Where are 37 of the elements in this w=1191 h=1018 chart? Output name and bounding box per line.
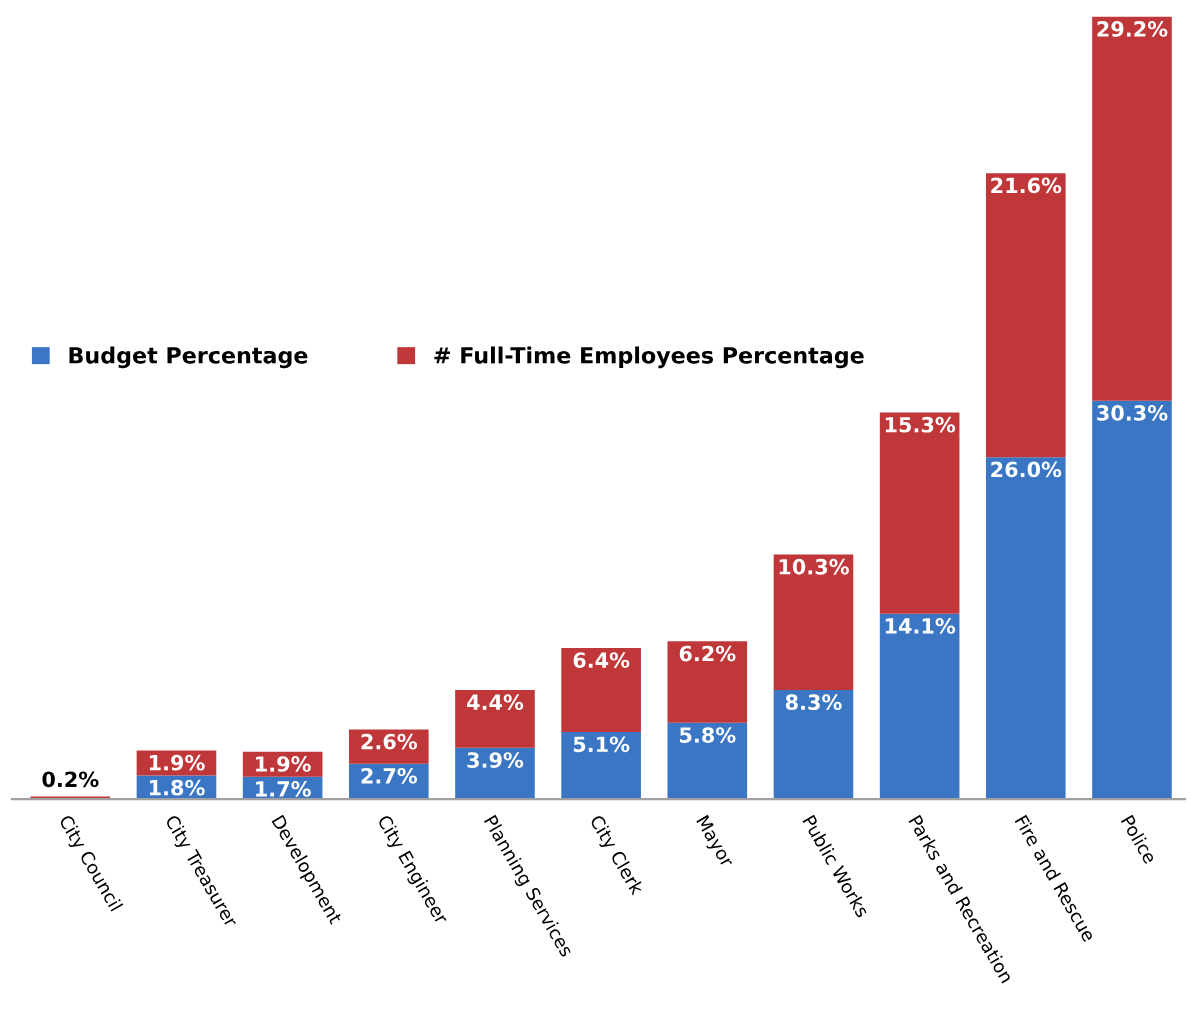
- bar: [348, 729, 429, 764]
- data-label: 15.3%: [885, 416, 956, 433]
- bar: [773, 554, 854, 690]
- data-label: 1.9%: [256, 756, 311, 772]
- bar: [985, 173, 1066, 458]
- bar: [879, 613, 960, 800]
- bar: [561, 732, 641, 800]
- data-label: 3.9%: [467, 752, 524, 768]
- data-label: 6.4%: [573, 652, 630, 668]
- bar: [1092, 16, 1172, 401]
- legend-label: # Full-Time Employees Percentage: [434, 346, 864, 369]
- data-label: 0.2%: [42, 771, 99, 788]
- data-label: 21.6%: [991, 177, 1062, 194]
- bar: [1092, 400, 1172, 800]
- data-label: 6.2%: [679, 645, 736, 662]
- data-label: 5.8%: [680, 727, 736, 743]
- data-label: 2.7%: [361, 767, 418, 784]
- data-label: 5.1%: [573, 736, 630, 753]
- data-label: 29.2%: [1097, 21, 1168, 37]
- data-label: 2.6%: [361, 733, 418, 750]
- bar: [667, 641, 748, 723]
- legend-label: Budget Percentage: [69, 346, 308, 369]
- bar: [561, 647, 641, 733]
- data-label: 26.0%: [991, 461, 1062, 478]
- bar: [879, 412, 960, 614]
- data-label: 1.7%: [256, 781, 311, 797]
- data-label: 1.9%: [149, 754, 205, 771]
- data-label: 30.3%: [1097, 405, 1168, 421]
- data-label: 4.4%: [467, 694, 524, 711]
- bar: [455, 689, 535, 748]
- data-label: 8.3%: [785, 694, 842, 711]
- data-label: 10.3%: [779, 558, 849, 575]
- data-label: 14.1%: [885, 618, 956, 634]
- bar: [667, 722, 748, 800]
- bar: [773, 689, 854, 800]
- bar: [985, 457, 1066, 800]
- data-label: 1.8%: [149, 779, 205, 796]
